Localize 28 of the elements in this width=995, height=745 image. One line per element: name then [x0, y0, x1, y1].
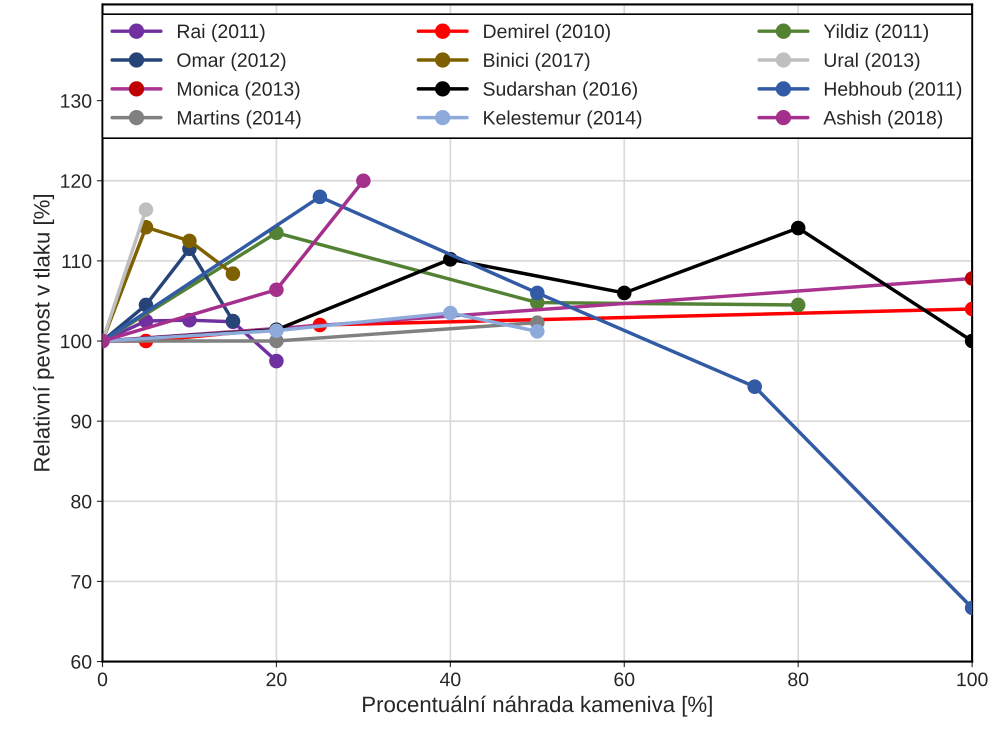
y-tick-label: 90 — [71, 414, 92, 428]
x-tick-label: 80 — [788, 672, 808, 686]
legend-label: Kelestemur (2014) — [484, 110, 642, 128]
y-tick-label: 110 — [62, 254, 92, 268]
y-tick-label: 80 — [71, 494, 92, 509]
x-axis-title: Procentuální náhrada kameniva [%] — [363, 696, 712, 717]
y-tick-label: 130 — [61, 94, 92, 108]
legend-label: Sudarshan (2016) — [483, 82, 637, 100]
legend-label: Demirel (2010) — [484, 24, 610, 42]
y-tick-label: 60 — [71, 655, 92, 669]
x-tick-label: 0 — [98, 672, 108, 686]
y-tick-label: 100 — [61, 334, 92, 348]
legend-label: Hebhoub (2011) — [824, 82, 962, 100]
legend-label: Binici (2017) — [484, 52, 590, 71]
x-tick-label: 60 — [614, 672, 634, 686]
legend-label: Rai (2011) — [178, 24, 265, 42]
legend-label: Ashish (2018) — [823, 110, 942, 128]
x-tick-label: 40 — [440, 672, 460, 686]
legend-label: Martins (2014) — [178, 110, 301, 128]
legend-label: Ural (2013) — [824, 52, 920, 71]
legend-label: Omar (2012) — [177, 52, 286, 71]
legend-label: Yildiz (2011) — [824, 24, 928, 42]
legend-label: Monica (2013) — [178, 82, 300, 100]
y-tick-label: 120 — [61, 174, 92, 188]
x-tick-label: 100 — [957, 672, 988, 686]
y-tick-label: 70 — [71, 574, 92, 589]
x-tick-label: 20 — [266, 672, 286, 686]
y-axis-title: Relativní pevnost v tlaku [%] — [33, 195, 54, 471]
